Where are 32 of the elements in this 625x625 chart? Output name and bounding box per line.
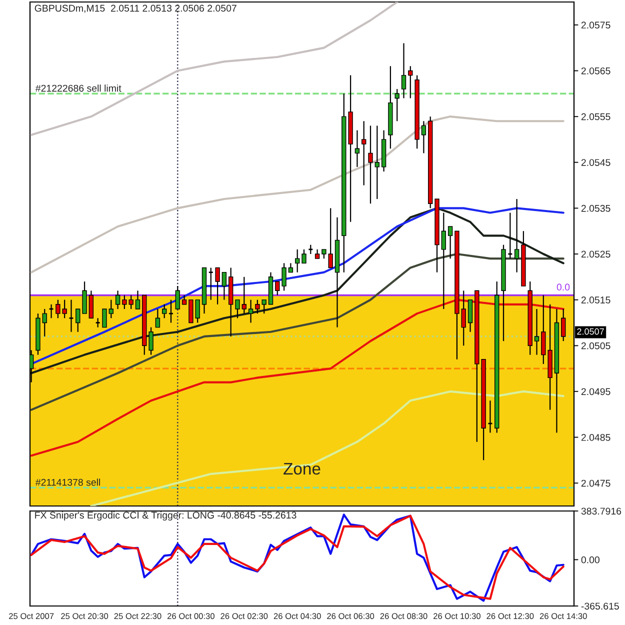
x-tick-label: 25 Oct 20:30	[61, 613, 108, 620]
band-label: Zone	[284, 463, 320, 475]
chart-title: GBPUSDm,M15 2.0511 2.0513 2.0506 2.0507	[34, 4, 236, 13]
y-tick-label: -365.615	[581, 602, 619, 610]
y-tick-label: 0.00	[581, 556, 600, 564]
y-tick-label: 2.0485	[581, 434, 610, 441]
y-tick-label: 2.0505	[581, 342, 610, 350]
ref-line-label: #21141378 sell	[35, 478, 100, 486]
y-tick-label: 2.0495	[581, 388, 610, 396]
x-tick-label: 26 Oct 02:30	[220, 613, 268, 620]
y-tick-label: 383.7916	[581, 508, 622, 515]
x-tick-label: 26 Oct 04:30	[274, 613, 321, 620]
y-tick-label: 2.0575	[581, 22, 610, 29]
x-tick-label: 26 Oct 06:30	[327, 613, 374, 620]
x-tick-label: 25 Oct 2007	[9, 613, 54, 620]
y-tick-label: 2.0515	[581, 296, 610, 304]
x-tick-label: 26 Oct 12:30	[486, 613, 534, 620]
y-tick-label: 2.0535	[581, 204, 610, 212]
ref-line-label: 2.0507	[577, 328, 604, 335]
annotation: 0.0	[556, 284, 570, 291]
y-tick-label: 2.0545	[581, 159, 610, 166]
y-tick-label: 2.0555	[581, 113, 610, 120]
chart-title: FX Sniper's Ergodic CCI & Trigger: LONG -40.8645 -55.2613	[35, 511, 296, 521]
x-tick-label: 25 Oct 22:30	[114, 613, 162, 620]
y-tick-label: 2.0475	[581, 480, 610, 487]
x-tick-label: 26 Oct 14:30	[540, 613, 587, 620]
x-tick-label: 26 Oct 00:30	[168, 613, 214, 620]
x-tick-label: 26 Oct 08:30	[380, 613, 428, 620]
ref-line-label: #21222686 sell limit	[35, 84, 122, 92]
y-tick-label: 2.0565	[581, 67, 610, 74]
y-tick-label: 2.0525	[581, 250, 610, 258]
x-tick-label: 26 Oct 10:30	[434, 613, 480, 620]
